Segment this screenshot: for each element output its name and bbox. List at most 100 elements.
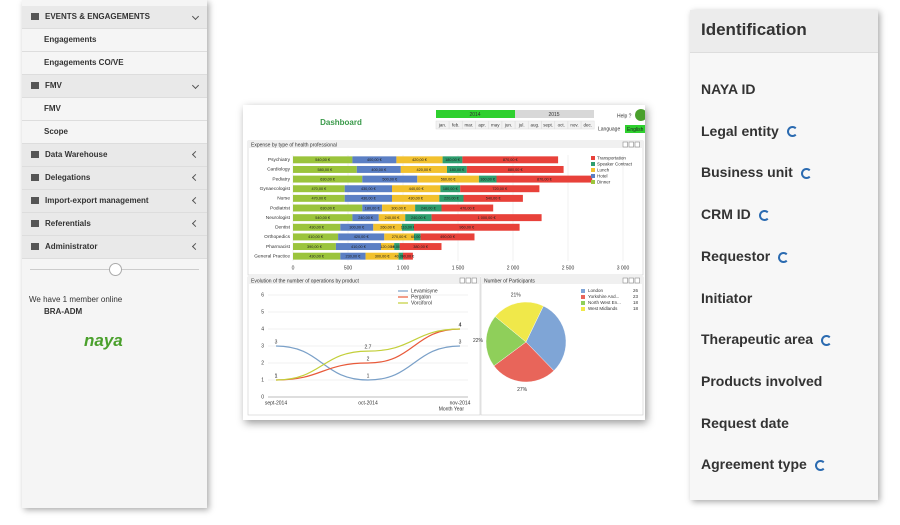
panel-tool[interactable] [628, 277, 634, 284]
field-label: Products involved [701, 372, 823, 389]
month-label: may [491, 123, 500, 128]
menu-item[interactable]: Delegations [22, 167, 207, 190]
bar-segment [373, 223, 402, 231]
bar-segment [384, 233, 414, 241]
bar-segment [293, 175, 363, 183]
bar-segment [293, 252, 341, 260]
point-label: 2.7 [365, 344, 372, 350]
panel-title: Number of Participants [484, 278, 535, 284]
bar-segment [496, 175, 593, 183]
year-button[interactable] [436, 110, 515, 118]
bar-segment [403, 252, 413, 260]
menu-label: Referentials [45, 219, 91, 228]
refresh-icon[interactable] [786, 126, 798, 138]
refresh-icon[interactable] [778, 251, 790, 263]
panel-title: Evolution of the number of operations by… [251, 278, 359, 284]
x-tick-label: 1 500 [452, 265, 465, 271]
refresh-icon[interactable] [814, 460, 826, 472]
category-label: Psychiatry [268, 157, 291, 163]
menu-label: Delegations [45, 173, 91, 182]
bar-value-label: 240,00 € [411, 216, 427, 220]
bar-value-label: 490,00 € [440, 235, 456, 239]
bar-value-label: 230,00 € [346, 254, 362, 258]
bar-value-label: 110,00 € [401, 226, 416, 230]
bar-segment [394, 243, 400, 251]
sidebar: EVENTS & ENGAGEMENTS Engagements Engagemen… [22, 0, 207, 508]
bar-value-label: 120,00 € [380, 245, 396, 249]
x-tick-label: 2 500 [562, 265, 575, 271]
online-text: We have 1 member online [29, 295, 123, 304]
language-box[interactable] [625, 125, 645, 133]
bar-value-label: 300,00 € [375, 254, 391, 258]
panel-tool[interactable] [634, 141, 640, 148]
help[interactable]: Help ? [617, 113, 632, 119]
legend-label: Yorkshire And... [588, 294, 619, 299]
bar-segment [340, 252, 366, 260]
bar-segment [466, 165, 564, 173]
pie-slice [485, 316, 527, 367]
bar-segment [414, 223, 520, 231]
menu-item[interactable]: Data Warehouse [22, 144, 207, 167]
bar-segment [352, 214, 379, 222]
panel-tool[interactable] [459, 277, 465, 284]
chevron [191, 219, 200, 228]
month-button[interactable] [580, 120, 595, 130]
menu-label: EVENTS & ENGAGEMENTS [45, 12, 150, 21]
submenu-label: Scope [44, 127, 69, 136]
bar-segment [441, 204, 494, 212]
dashboard-title: Dashboard [320, 118, 362, 127]
bar-value-label: 580,00 € [318, 168, 334, 172]
bar-value-label: 430,00 € [361, 187, 377, 191]
bar-value-label: 430,00 € [408, 197, 424, 201]
category-label: Pediatry [272, 176, 290, 182]
x-tick-label: 500 [344, 265, 353, 271]
bar-segment [293, 165, 357, 173]
menu-item[interactable]: Referentials [22, 213, 207, 236]
panel-tool[interactable] [622, 141, 628, 148]
info-icon [635, 109, 645, 121]
panel-tool[interactable] [628, 141, 634, 148]
panel-tool[interactable] [622, 277, 628, 284]
submenu-item[interactable]: FMV [22, 98, 207, 121]
bar-segment [344, 194, 392, 202]
bar-segment [399, 243, 442, 251]
field: CRM ID [701, 206, 770, 222]
menu-item[interactable]: Import-export management [22, 190, 207, 213]
year-button[interactable] [515, 110, 594, 118]
field: Therapeutic area [701, 331, 833, 347]
refresh-icon[interactable] [758, 209, 770, 221]
bar-segment [400, 165, 447, 173]
panel-tool[interactable] [634, 277, 640, 284]
line-series [275, 328, 461, 381]
panel-tool[interactable] [465, 277, 471, 284]
submenu-item[interactable]: Engagements CO/VE [22, 52, 207, 75]
bar-segment [463, 194, 523, 202]
pie-slice [493, 341, 555, 383]
bar-value-label: 870,00 € [503, 158, 519, 162]
bar-value-label: 400,00 € [371, 168, 387, 172]
bar-value-label: 400,00 € [367, 158, 383, 162]
refresh-icon[interactable] [800, 168, 812, 180]
submenu-item[interactable]: Scope [22, 121, 207, 144]
submenu-item[interactable]: Engagements [22, 29, 207, 52]
slice-label: 27% [517, 387, 528, 393]
menu-item[interactable]: EVENTS & ENGAGEMENTS [22, 6, 207, 29]
line-series [275, 345, 461, 381]
legend-label: North West En... [588, 300, 621, 305]
bar-value-label: 180,00 € [443, 187, 459, 191]
collapse-button[interactable] [109, 263, 122, 276]
submenu-label: Engagements CO/VE [44, 58, 124, 67]
menu-item[interactable]: Administrator [22, 236, 207, 259]
refresh-icon[interactable] [821, 334, 833, 346]
bar-segment [293, 204, 363, 212]
panel-tool[interactable] [471, 277, 477, 284]
year-label: 2014 [469, 112, 480, 118]
bar-value-label: 430,00 € [309, 226, 325, 230]
menu-item[interactable]: FMV [22, 75, 207, 98]
bar-value-label: 470,00 € [460, 206, 476, 210]
legend-label: Levamisyne [411, 288, 438, 294]
bar-value-label: 1 000,00 € [478, 216, 497, 220]
chevron [191, 81, 200, 90]
